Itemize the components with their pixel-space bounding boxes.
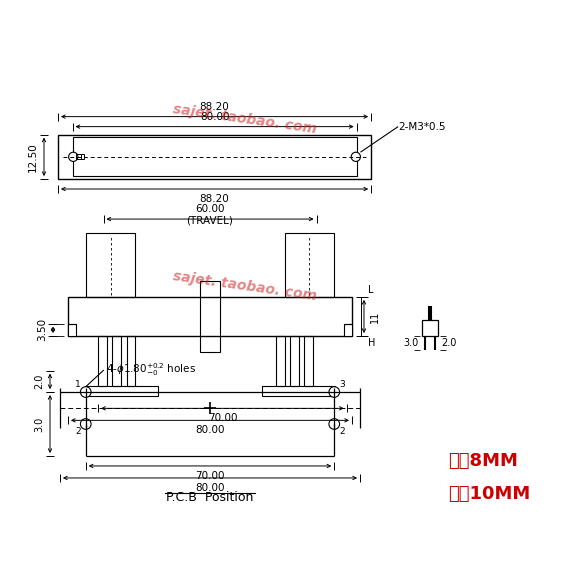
- Bar: [304, 336, 313, 386]
- Text: 80.00: 80.00: [195, 426, 225, 435]
- Bar: [85, 386, 158, 397]
- Text: 2: 2: [75, 427, 81, 436]
- Bar: [275, 336, 285, 386]
- Text: 3: 3: [339, 380, 345, 389]
- Text: 2.0: 2.0: [441, 338, 456, 348]
- Text: 11: 11: [370, 310, 380, 323]
- Text: sajet. taobao. com: sajet. taobao. com: [172, 269, 318, 303]
- Text: (TRAVEL): (TRAVEL): [186, 215, 233, 225]
- Bar: [200, 281, 220, 352]
- Text: 1: 1: [75, 380, 81, 389]
- Text: 70.00: 70.00: [207, 413, 237, 423]
- Text: P.C.B  Position: P.C.B Position: [166, 491, 254, 504]
- Bar: [98, 336, 107, 386]
- Text: 88.20: 88.20: [200, 102, 230, 112]
- Circle shape: [329, 419, 339, 430]
- Text: 3.0: 3.0: [34, 417, 44, 432]
- Text: sajet. taobao. com: sajet. taobao. com: [172, 102, 318, 136]
- Bar: [422, 320, 438, 336]
- Text: 60.00: 60.00: [195, 204, 225, 214]
- Text: 4-$\phi$1.80$^{+0.2}_{-0}$ holes: 4-$\phi$1.80$^{+0.2}_{-0}$ holes: [105, 362, 196, 378]
- Bar: [80, 154, 84, 159]
- Bar: [73, 138, 356, 176]
- Text: 80.00: 80.00: [200, 112, 229, 122]
- Bar: [76, 154, 80, 159]
- Text: 70.00: 70.00: [195, 471, 225, 481]
- Text: 柄高10MM: 柄高10MM: [448, 485, 530, 503]
- Text: L: L: [368, 285, 373, 295]
- Bar: [113, 336, 121, 386]
- Circle shape: [80, 419, 91, 430]
- Circle shape: [329, 387, 339, 397]
- Text: 12.50: 12.50: [28, 142, 38, 172]
- Bar: [285, 233, 334, 297]
- Text: 2-M3*0.5: 2-M3*0.5: [398, 122, 445, 131]
- Bar: [290, 336, 299, 386]
- Bar: [344, 324, 352, 336]
- Text: 2.0: 2.0: [34, 374, 44, 389]
- Bar: [263, 386, 335, 397]
- Bar: [86, 233, 135, 297]
- Text: 80.00: 80.00: [195, 483, 225, 493]
- Circle shape: [80, 387, 91, 397]
- Bar: [68, 297, 352, 336]
- Text: 3.0: 3.0: [404, 338, 419, 348]
- Text: 柄剆8MM: 柄剆8MM: [448, 452, 518, 470]
- Bar: [68, 324, 76, 336]
- Text: 3.50: 3.50: [37, 318, 47, 341]
- Bar: [127, 336, 135, 386]
- Text: H: H: [368, 338, 376, 348]
- Text: 2: 2: [339, 427, 345, 436]
- Bar: [58, 135, 371, 179]
- Text: 88.20: 88.20: [200, 194, 230, 204]
- Circle shape: [69, 152, 78, 162]
- Circle shape: [351, 152, 360, 162]
